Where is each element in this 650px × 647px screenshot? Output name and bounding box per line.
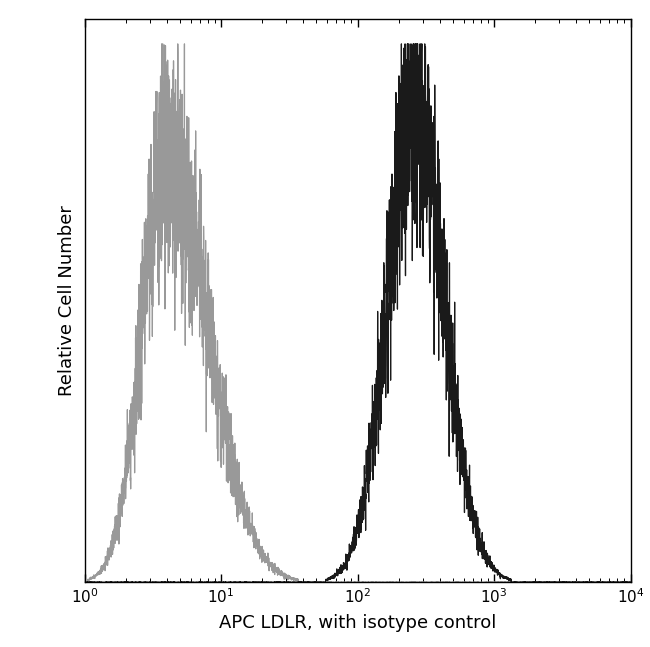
X-axis label: APC LDLR, with isotype control: APC LDLR, with isotype control [219,614,496,632]
Y-axis label: Relative Cell Number: Relative Cell Number [58,205,76,397]
